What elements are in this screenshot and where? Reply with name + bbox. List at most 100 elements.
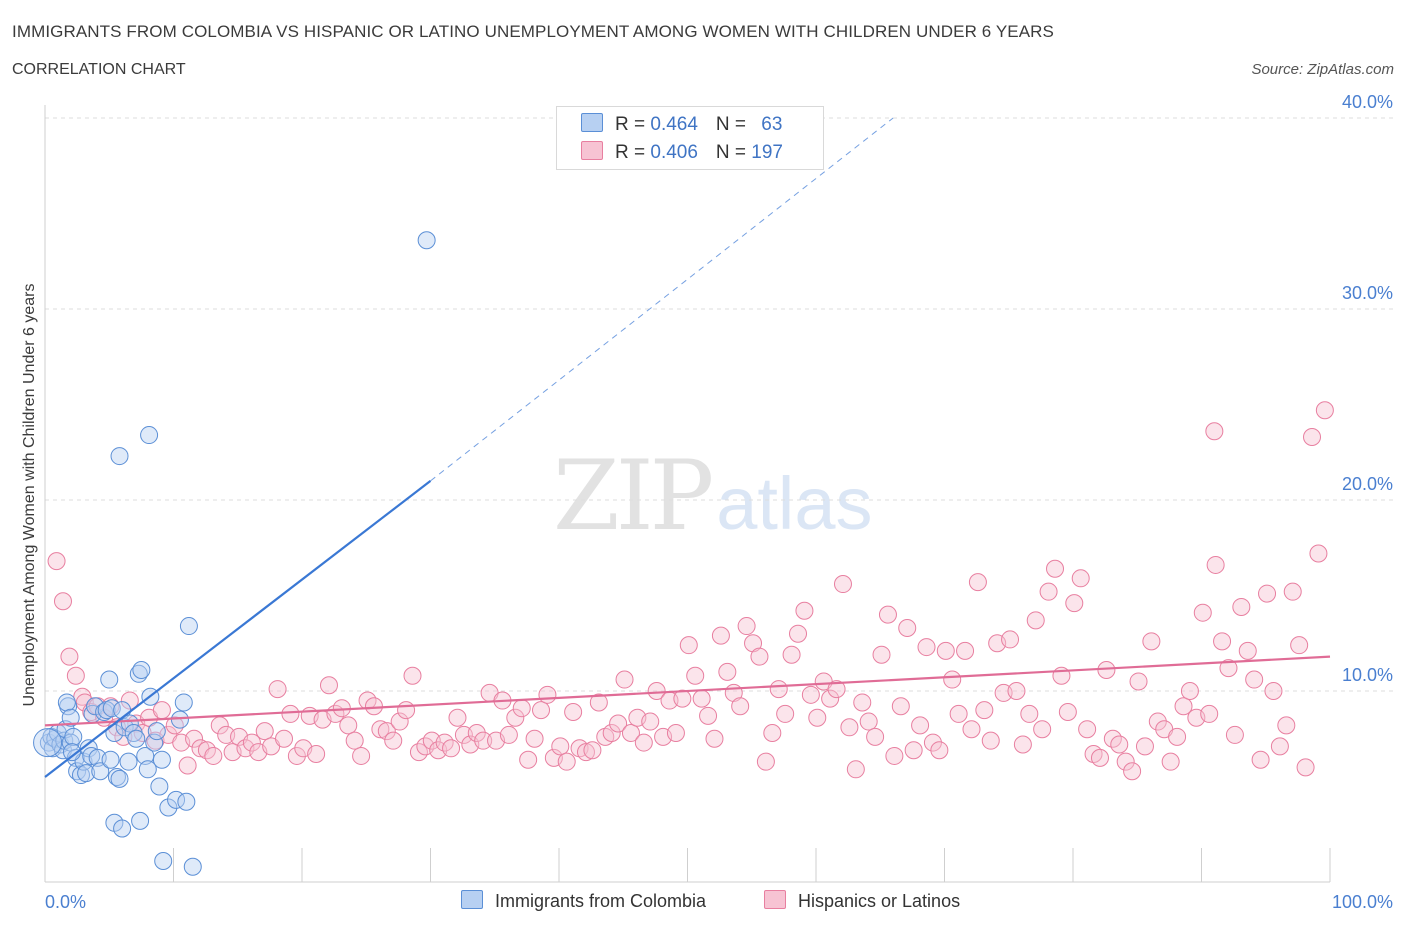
y-tick-label: 20.0%: [1342, 474, 1393, 494]
data-point-colombia: [62, 743, 81, 762]
data-point-colombia: [127, 729, 146, 748]
data-point-hispanic: [866, 727, 885, 746]
data-point-hispanic: [506, 708, 525, 727]
data-point-colombia: [177, 792, 196, 811]
data-point-hispanic: [576, 743, 595, 762]
legend-r-value: 0.464: [650, 114, 698, 135]
data-point-hispanic: [152, 701, 171, 720]
data-point-hispanic: [853, 693, 872, 712]
data-point-hispanic: [833, 575, 852, 594]
watermark: ZIPatlas: [553, 440, 873, 552]
data-point-colombia: [183, 857, 202, 876]
data-point-hispanic: [898, 618, 917, 637]
data-point-hispanic: [859, 712, 878, 731]
legend-item-colombia: Immigrants from Colombia: [461, 890, 706, 914]
x-tick-label: 0.0%: [45, 892, 86, 912]
data-point-hispanic: [1001, 630, 1020, 649]
data-point-colombia: [174, 693, 193, 712]
data-point-hispanic: [1129, 672, 1148, 691]
data-point-colombia: [110, 769, 129, 788]
data-point-colombia: [101, 750, 120, 769]
data-point-hispanic: [930, 741, 949, 760]
data-point-colombia: [154, 851, 173, 870]
data-point-hispanic: [705, 729, 724, 748]
data-point-hispanic: [1046, 559, 1065, 578]
data-point-colombia: [136, 746, 155, 765]
data-point-colombia: [132, 660, 151, 679]
source-label: Source: ZipAtlas.com: [1251, 61, 1394, 78]
legend-swatch-blue: [461, 890, 483, 909]
data-point-hispanic: [1219, 659, 1238, 678]
data-point-hispanic: [120, 691, 139, 710]
data-point-hispanic: [287, 746, 306, 765]
data-point-hispanic: [525, 729, 544, 748]
data-point-hispanic: [1174, 697, 1193, 716]
data-point-hispanic: [789, 624, 808, 643]
data-point-hispanic: [1123, 762, 1142, 781]
legend-n-label: N =: [715, 114, 752, 135]
data-point-colombia: [64, 727, 83, 746]
data-point-hispanic: [923, 733, 942, 752]
data-point-colombia: [107, 767, 126, 786]
data-point-hispanic: [808, 708, 827, 727]
watermark-zip: ZIP: [553, 440, 714, 552]
data-point-colombia: [100, 670, 119, 689]
data-point-hispanic: [699, 706, 718, 725]
data-point-hispanic: [255, 722, 274, 741]
trendline-colombia-extension: [430, 117, 894, 482]
legend-n-label: N =: [715, 142, 752, 163]
data-point-hispanic: [846, 760, 865, 779]
data-point-hispanic: [403, 666, 422, 685]
data-point-hispanic: [538, 685, 557, 704]
data-point-hispanic: [519, 750, 538, 769]
correlation-legend: R = 0.464 N = 63 R = 0.406 N = 197: [556, 106, 824, 170]
data-point-colombia: [120, 714, 139, 733]
data-point-hispanic: [827, 680, 846, 699]
data-point-hispanic: [795, 601, 814, 620]
watermark-atlas: atlas: [716, 462, 873, 545]
data-point-hispanic: [281, 704, 300, 723]
legend-r-value: 0.406: [650, 142, 698, 163]
data-point-hispanic: [165, 716, 184, 735]
chart-title: IMMIGRANTS FROM COLOMBIA VS HISPANIC OR …: [12, 22, 1054, 41]
data-point-hispanic: [53, 592, 72, 611]
trendline-colombia: [44, 480, 432, 778]
data-point-colombia: [119, 752, 138, 771]
data-point-hispanic: [602, 724, 621, 743]
data-point-hispanic: [718, 662, 737, 681]
data-point-hispanic: [737, 617, 756, 636]
legend-r-label: R =: [615, 142, 651, 163]
legend-r-label: R =: [615, 114, 651, 135]
data-point-hispanic: [801, 685, 820, 704]
data-point-colombia: [150, 777, 169, 796]
data-point-hispanic: [512, 699, 531, 718]
data-point-hispanic: [1296, 758, 1315, 777]
legend-swatch-pink: [764, 890, 786, 909]
chart-subtitle: CORRELATION CHART: [12, 61, 186, 78]
data-point-hispanic: [776, 704, 795, 723]
data-point-hispanic: [1142, 632, 1161, 651]
data-point-hispanic: [1213, 632, 1232, 651]
y-tick-label: 10.0%: [1342, 665, 1393, 685]
data-point-colombia: [159, 798, 178, 817]
data-point-colombia: [113, 819, 132, 838]
data-point-hispanic: [885, 746, 904, 765]
data-point-hispanic: [1303, 427, 1322, 446]
data-point-hispanic: [936, 641, 955, 660]
legend-swatch-pink: [581, 141, 603, 160]
legend-n-value: 197: [751, 142, 783, 163]
data-point-hispanic: [1205, 422, 1224, 441]
data-point-hispanic: [1238, 641, 1257, 660]
legend-series-label: Hispanics or Latinos: [798, 891, 961, 911]
data-point-colombia: [138, 760, 157, 779]
data-point-hispanic: [242, 733, 261, 752]
legend-stat-row-hispanic: R = 0.406 N = 197: [581, 141, 783, 163]
data-point-hispanic: [1110, 735, 1129, 754]
y-tick-label: 30.0%: [1342, 283, 1393, 303]
data-point-hispanic: [1264, 682, 1283, 700]
data-point-hispanic: [1283, 582, 1302, 601]
legend-item-hispanic: Hispanics or Latinos: [764, 890, 960, 914]
data-point-hispanic: [268, 680, 287, 699]
data-point-hispanic: [615, 670, 634, 689]
